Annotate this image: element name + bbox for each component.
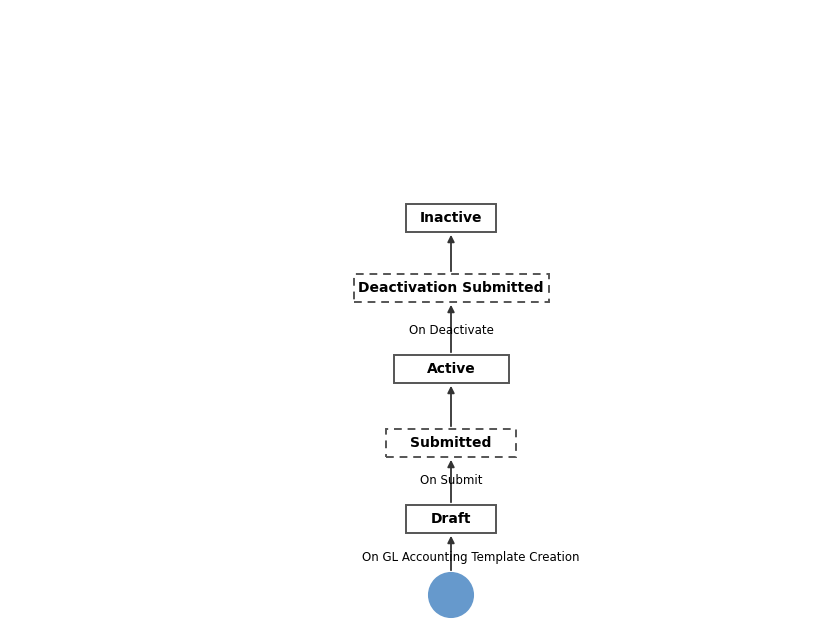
Text: Inactive: Inactive <box>420 211 483 225</box>
Text: Deactivation Submitted: Deactivation Submitted <box>358 281 544 295</box>
Text: Draft: Draft <box>431 512 471 526</box>
Text: On Submit: On Submit <box>420 475 483 488</box>
Bar <box>386 429 516 457</box>
Circle shape <box>429 573 473 617</box>
Text: On Deactivate: On Deactivate <box>408 324 493 337</box>
Text: On GL Accounting Template Creation: On GL Accounting Template Creation <box>362 550 579 563</box>
Bar <box>353 274 549 302</box>
Bar <box>406 505 496 533</box>
Bar <box>406 204 496 232</box>
Text: Submitted: Submitted <box>410 436 492 450</box>
Bar <box>393 355 509 383</box>
Text: Active: Active <box>427 362 475 376</box>
